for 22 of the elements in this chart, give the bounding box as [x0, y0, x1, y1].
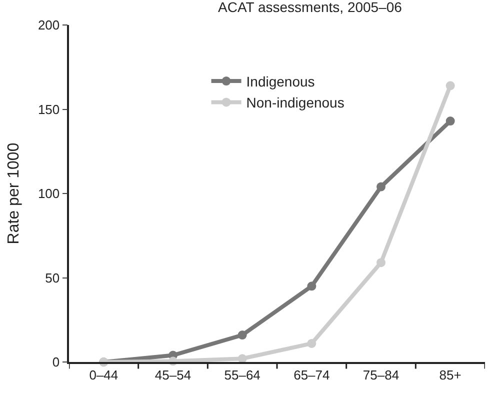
point: [446, 116, 455, 126]
y-axis-title: Rate per 1000: [5, 142, 22, 244]
y-tick-label: 150: [38, 102, 60, 117]
x-tick-label: 65–74: [294, 367, 330, 382]
x-tick-label: 85+: [439, 367, 462, 382]
point: [376, 258, 386, 268]
x-tick-label: 75–84: [362, 367, 400, 382]
x-tick-label: 45–54: [154, 367, 192, 382]
y-tick-label: 200: [38, 18, 60, 33]
point: [307, 282, 316, 291]
y-tick-label: 100: [38, 186, 60, 202]
legend-label: Non-indigenous: [246, 94, 344, 111]
y-tick-label: 50: [45, 270, 60, 286]
chart-title: ACAT assessments, 2005–06: [218, 0, 402, 15]
point: [376, 182, 386, 192]
x-tick-label: 0–44: [89, 367, 118, 382]
point: [238, 330, 247, 340]
x-tick-label: 55–64: [224, 367, 260, 382]
point: [446, 81, 455, 90]
legend-label: Indigenous: [246, 74, 315, 90]
y-tick-label: 0: [52, 354, 60, 370]
point: [307, 338, 316, 348]
